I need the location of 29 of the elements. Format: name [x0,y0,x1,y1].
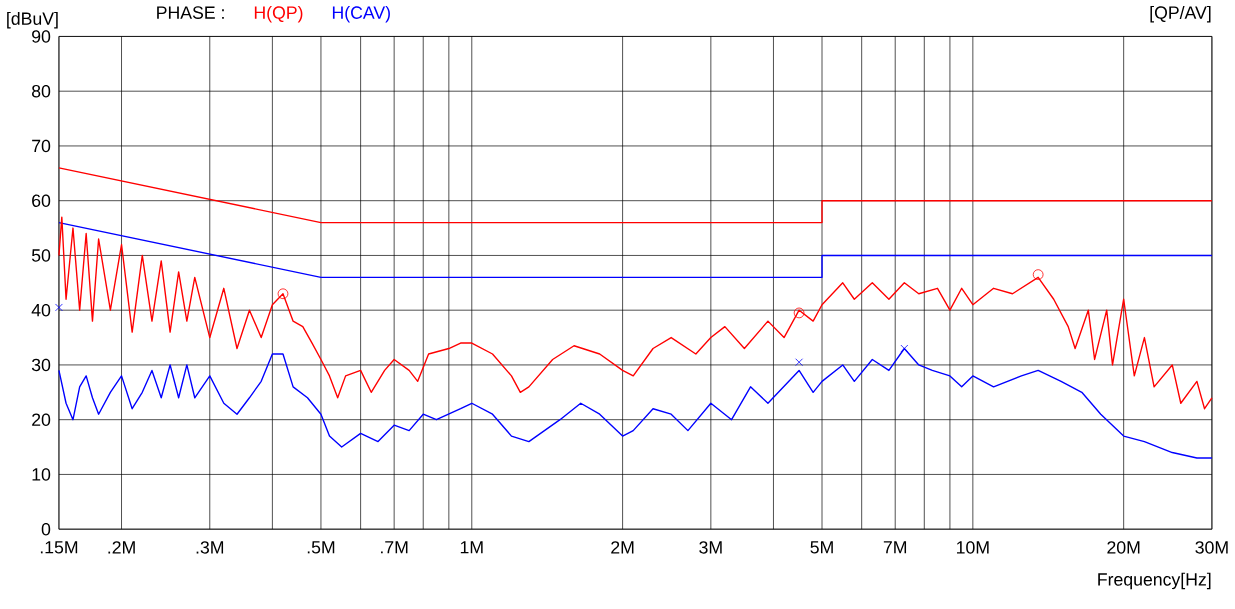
y-tick-label: 10 [32,468,51,481]
x-tick-label: .5M [307,541,335,554]
x-tick-label: 5M [810,541,833,554]
x-tick-label: 20M [1107,541,1140,554]
x-tick-label: 10M [957,541,989,554]
y-tick-label: 80 [32,84,51,98]
y-tick-label: 40 [31,303,51,317]
x-tick-label: .7M [381,541,408,554]
x-tick-label: 2M [611,541,634,554]
text: PHASE : [157,6,224,19]
text: [QP/AV] [1150,5,1211,23]
y-tick-label: 30 [31,358,51,372]
y-tick-label: 20 [32,413,51,426]
y-tick-label: 50 [31,249,51,262]
x-tick-label: .2M [108,541,135,554]
text: H(CAV) [332,5,390,23]
y-tick-label: 0 [41,522,51,536]
x-tick-label: .15M [40,541,78,554]
y-tick-label: 90 [32,30,51,43]
x-axis-title: Frequency[Hz] [1098,572,1211,590]
x-tick-label: 30M [1195,541,1228,554]
x-tick-label: 7M [883,541,907,554]
x-tick-label: .3M [196,541,224,554]
y-tick-label: 60 [32,194,51,207]
x-tick-label: 1M [460,541,483,554]
x-tick-label: 3M [699,541,722,554]
y-axis-title: [dBuV] [7,11,58,29]
y-tick-label: 70 [32,139,51,153]
text: H(QP) [254,5,303,23]
